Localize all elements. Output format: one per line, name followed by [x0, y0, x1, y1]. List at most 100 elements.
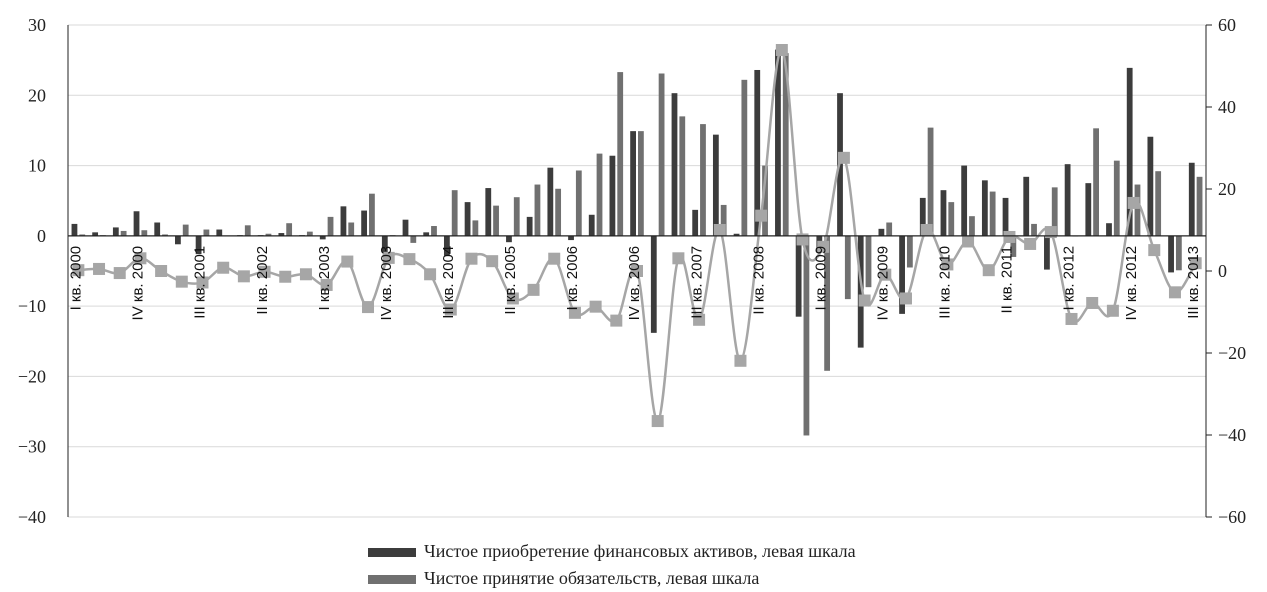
- bar-assets: [402, 219, 409, 236]
- bar-liabilities: [638, 131, 644, 236]
- x-category-label: IV кв. 2003: [378, 246, 395, 321]
- bar-assets: [1002, 197, 1009, 236]
- bar-assets: [506, 235, 512, 243]
- bar-liabilities: [120, 230, 127, 236]
- gridlines: [68, 24, 1206, 518]
- line-marker: [72, 264, 85, 277]
- line-marker: [196, 276, 209, 289]
- line-marker: [113, 267, 126, 280]
- bar-liabilities: [1031, 223, 1037, 236]
- bar-liabilities: [741, 79, 748, 236]
- line-marker: [589, 300, 602, 313]
- bar-assets: [1085, 183, 1092, 236]
- bar-liabilities: [1010, 235, 1017, 257]
- bar-liabilities: [720, 204, 727, 236]
- line-marker: [713, 224, 726, 236]
- bar-liabilities: [679, 116, 686, 236]
- x-category-label: IV кв. 2006: [626, 246, 643, 321]
- bar-liabilities: [1113, 160, 1120, 236]
- left-tick-label: 30: [28, 15, 46, 35]
- x-category-label: I кв. 2006: [564, 246, 581, 311]
- x-category-label: II кв. 2011: [999, 246, 1016, 314]
- legend-swatch-2: [368, 575, 416, 584]
- line-marker: [134, 252, 147, 265]
- line-marker: [403, 253, 416, 266]
- line-marker: [899, 292, 912, 305]
- bar-liabilities: [1134, 184, 1141, 236]
- line-marker: [755, 209, 768, 222]
- line-marker: [93, 262, 106, 275]
- line-marker: [610, 314, 623, 327]
- bar-assets: [1064, 164, 1071, 236]
- bar-assets: [754, 69, 761, 236]
- line-marker: [837, 151, 850, 164]
- x-category-label: II кв. 2005: [502, 246, 519, 315]
- bar-assets: [588, 214, 595, 236]
- bar-assets: [775, 49, 781, 236]
- left-tick-label: 20: [28, 85, 46, 105]
- line-marker: [1024, 237, 1037, 250]
- legend-swatch-1: [368, 548, 416, 557]
- line-marker: [341, 255, 354, 268]
- x-category-label: III кв. 2001: [192, 246, 209, 319]
- bar-assets: [961, 165, 968, 236]
- bar-liabilities: [1155, 171, 1162, 236]
- x-category-label: IV кв. 2000: [130, 246, 147, 321]
- line-marker: [796, 233, 809, 246]
- bar-assets: [443, 235, 450, 256]
- bar-assets: [878, 228, 885, 236]
- bar-assets: [340, 206, 347, 236]
- line-marker: [486, 255, 499, 268]
- right-tick-label: −40: [1218, 425, 1246, 445]
- bar-assets: [485, 188, 492, 236]
- line-marker: [382, 251, 395, 264]
- line-marker: [506, 292, 519, 305]
- line-series: [72, 44, 1202, 428]
- bar-assets: [712, 134, 719, 236]
- left-tick-label: 0: [37, 226, 46, 246]
- bar-liabilities: [803, 235, 810, 436]
- x-category-label: III кв. 2013: [1185, 246, 1202, 319]
- left-tick-label: −30: [18, 437, 46, 457]
- bar-assets: [795, 235, 802, 317]
- line-marker: [858, 294, 871, 307]
- x-category-label: I кв. 2000: [68, 246, 85, 311]
- x-category-label: IV кв. 2012: [1123, 246, 1140, 321]
- bar-assets: [195, 235, 202, 255]
- bar-liabilities: [244, 225, 251, 236]
- right-axis: 60 40 20 0 −20 −40 −60: [1205, 15, 1246, 527]
- bar-liabilities: [762, 165, 768, 236]
- line-marker: [444, 303, 457, 316]
- bar-assets: [1126, 67, 1133, 236]
- line-marker: [320, 278, 333, 291]
- line-marker: [1044, 226, 1057, 239]
- line-marker: [941, 258, 954, 271]
- x-category-label: I кв. 2012: [1061, 246, 1078, 311]
- bar-assets: [154, 222, 161, 236]
- line-marker: [424, 268, 437, 281]
- line-marker: [175, 275, 188, 288]
- bar-assets: [526, 216, 533, 236]
- bar-assets: [857, 235, 864, 348]
- bar-assets: [464, 202, 471, 236]
- bar-assets: [1188, 162, 1195, 236]
- bar-assets: [609, 155, 616, 236]
- bar-assets: [1147, 136, 1154, 236]
- line-marker: [672, 252, 685, 265]
- bar-assets: [361, 210, 368, 236]
- line-marker: [362, 301, 375, 314]
- left-tick-label: −10: [18, 296, 46, 316]
- right-tick-label: 60: [1218, 15, 1236, 35]
- bar-liabilities: [410, 235, 417, 243]
- bar-liabilities: [844, 235, 851, 300]
- bar-assets: [1106, 223, 1112, 236]
- x-category-label: III кв. 2007: [688, 246, 705, 319]
- legend: Чистое приобретение финансовых активов, …: [368, 541, 856, 588]
- line-marker: [693, 313, 706, 326]
- line-marker: [548, 252, 561, 265]
- line-marker: [1127, 196, 1140, 209]
- line-marker: [237, 270, 250, 283]
- bar-liabilities: [79, 234, 86, 236]
